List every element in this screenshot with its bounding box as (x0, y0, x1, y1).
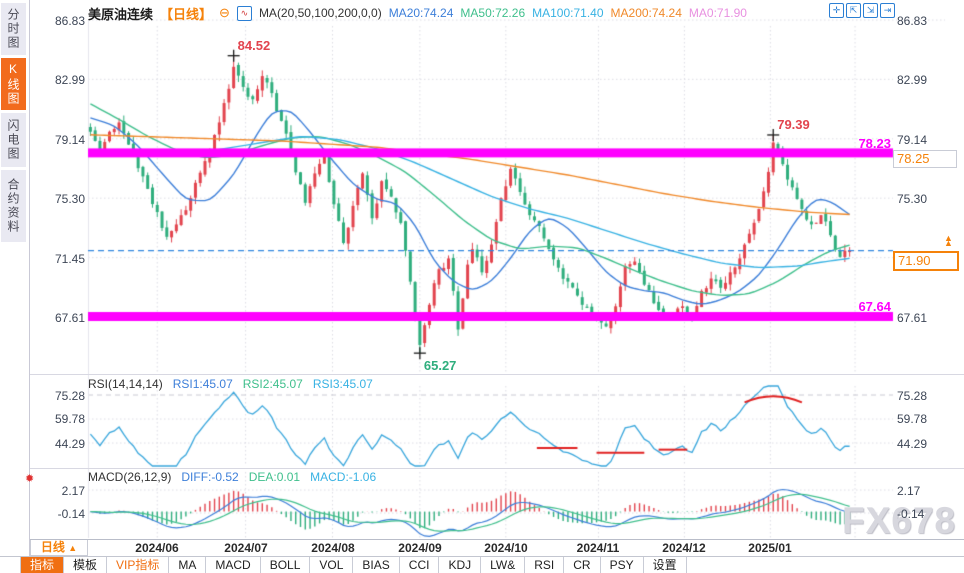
indicator-toolbar: 指标 模板 VIP指标 MA MACD BOLL VOL BIAS CCI KD… (0, 556, 964, 573)
tab-vip-indicators[interactable]: VIP指标 (107, 557, 170, 573)
panel-divider (29, 374, 964, 375)
x-axis-date: 2024/08 (311, 541, 355, 555)
symbol-title: 美原油连续 (88, 6, 154, 22)
rsi-axis-label: 75.28 (54, 389, 85, 403)
rsi1-value: RSI1:45.07 (172, 377, 233, 391)
tab-indicators[interactable]: 指标 (20, 557, 65, 573)
tab-rsi[interactable]: RSI (525, 557, 565, 573)
y-axis-scale-icon[interactable]: ⇱ (846, 3, 861, 18)
tab-macd[interactable]: MACD (206, 557, 261, 573)
high-price-annotation: 84.52 (237, 37, 271, 53)
ma200-value: MA200:74.24 (610, 6, 682, 20)
sidebar-item-kline-chart[interactable]: K线图 (1, 58, 26, 110)
tab-templates[interactable]: 模板 (64, 557, 108, 573)
period-selector[interactable]: 日线 ▲ (30, 540, 88, 556)
y-axis-label: 67.61 (54, 311, 85, 325)
chart-header: 美原油连续 【日线】 ⊖ ∿ MA(20,50,100,200,0,0) MA2… (88, 3, 747, 23)
panel-divider (29, 468, 964, 469)
sidebar-item-flash-chart[interactable]: 闪电图 (1, 113, 26, 167)
rsi-axis-label: 75.28 (897, 389, 928, 403)
tab-lw[interactable]: LW& (481, 557, 526, 573)
macd-axis-label: -0.14 (57, 507, 85, 521)
high-price-annotation: 79.39 (777, 116, 810, 132)
collapse-icon[interactable]: ⊖ (219, 5, 230, 20)
diff-value: DIFF:-0.52 (181, 470, 239, 484)
rsi-axis-label: 59.78 (54, 412, 85, 426)
jump-to-latest-icon[interactable]: ⇥ (880, 3, 895, 18)
ma0-value: MA0:71.90 (688, 6, 747, 20)
y-axis-label: 82.99 (897, 73, 928, 87)
dea-value: DEA:0.01 (248, 470, 301, 484)
ma50-value: MA50:72.26 (460, 6, 526, 20)
last-price-tag: 71.90 (893, 251, 959, 271)
y-axis-label: 75.30 (897, 192, 928, 206)
macd-value: MACD:-1.06 (310, 470, 377, 484)
period-arrow-icon: ▲ (68, 543, 78, 553)
x-axis-date: 2024/09 (398, 541, 442, 555)
rsi2-value: RSI2:45.07 (242, 377, 303, 391)
y-axis-label: 82.99 (54, 73, 85, 87)
macd-axis-label: 2.17 (61, 484, 85, 498)
rsi-axis-label: 44.29 (897, 437, 928, 451)
tab-bias[interactable]: BIAS (353, 557, 400, 573)
rsi-params-label: RSI(14,14,14) (88, 377, 163, 391)
macd-axis-label: 2.17 (897, 484, 921, 498)
support-level-label: 67.64 (858, 299, 891, 314)
watermark: FX678 (842, 500, 957, 541)
ma20-value: MA20:74.24 (388, 6, 454, 20)
ma-settings-label: MA(20,50,100,200,0,0) (258, 6, 382, 20)
y-axis-label: 67.61 (897, 311, 928, 325)
low-price-annotation: 65.27 (423, 358, 457, 374)
y-axis-label: 79.14 (54, 133, 85, 147)
y-axis-label: 75.30 (54, 192, 85, 206)
x-axis-date: 2024/12 (662, 541, 706, 555)
macd-panel-header: MACD(26,12,9) DIFF:-0.52 DEA:0.01 MACD:-… (88, 470, 376, 485)
macd-params-label: MACD(26,12,9) (88, 470, 172, 484)
macd-axis-label: -0.14 (897, 507, 925, 521)
period-tag: 【日线】 (160, 6, 213, 22)
ma-indicator-icon[interactable]: ∿ (236, 5, 252, 21)
indicator-settings-icon[interactable]: ✹ (25, 473, 35, 485)
rsi3-value: RSI3:45.07 (312, 377, 373, 391)
x-axis-date: 2024/10 (484, 541, 528, 555)
price-up-arrows-icon: ▲▲ (944, 233, 953, 248)
x-axis-scale-icon[interactable]: ⇲ (863, 3, 878, 18)
tab-kdj[interactable]: KDJ (439, 557, 482, 573)
tab-vol[interactable]: VOL (310, 557, 354, 573)
x-axis-line (29, 539, 964, 540)
y-axis-label: 86.83 (897, 14, 928, 28)
x-axis-date: 2024/07 (224, 541, 268, 555)
x-axis-date: 2025/01 (748, 541, 792, 555)
tab-cci[interactable]: CCI (400, 557, 440, 573)
period-label: 日线 (40, 540, 65, 554)
rsi-panel-header: RSI(14,14,14) RSI1:45.07 RSI2:45.07 RSI3… (88, 377, 373, 392)
rsi-axis-label: 44.29 (54, 437, 85, 451)
tab-psy[interactable]: PSY (601, 557, 644, 573)
sidebar-item-contract-info[interactable]: 合约资料 (1, 170, 26, 242)
x-axis-date: 2024/06 (135, 541, 179, 555)
sidebar: 分时图 K线图 闪电图 合约资料 (0, 0, 30, 556)
y-axis-label: 79.14 (897, 133, 928, 147)
y-axis-label: 86.83 (54, 14, 85, 28)
chart-tool-icons: ✛ ⇱ ⇲ ⇥ (829, 3, 895, 18)
resistance-level-label: 78.23 (858, 136, 891, 151)
sidebar-item-time-chart[interactable]: 分时图 (1, 3, 26, 55)
alert-price-tag: 78.25 (893, 150, 957, 168)
y-axis-label: 71.45 (54, 252, 85, 266)
tab-ma[interactable]: MA (169, 557, 207, 573)
ma100-value: MA100:71.40 (532, 6, 604, 20)
rsi-axis-label: 59.78 (897, 412, 928, 426)
pan-tool-icon[interactable]: ✛ (829, 3, 844, 18)
tab-settings[interactable]: 设置 (644, 557, 687, 573)
x-axis-date: 2024/11 (576, 541, 620, 555)
tab-cr[interactable]: CR (564, 557, 601, 573)
tab-boll[interactable]: BOLL (261, 557, 311, 573)
